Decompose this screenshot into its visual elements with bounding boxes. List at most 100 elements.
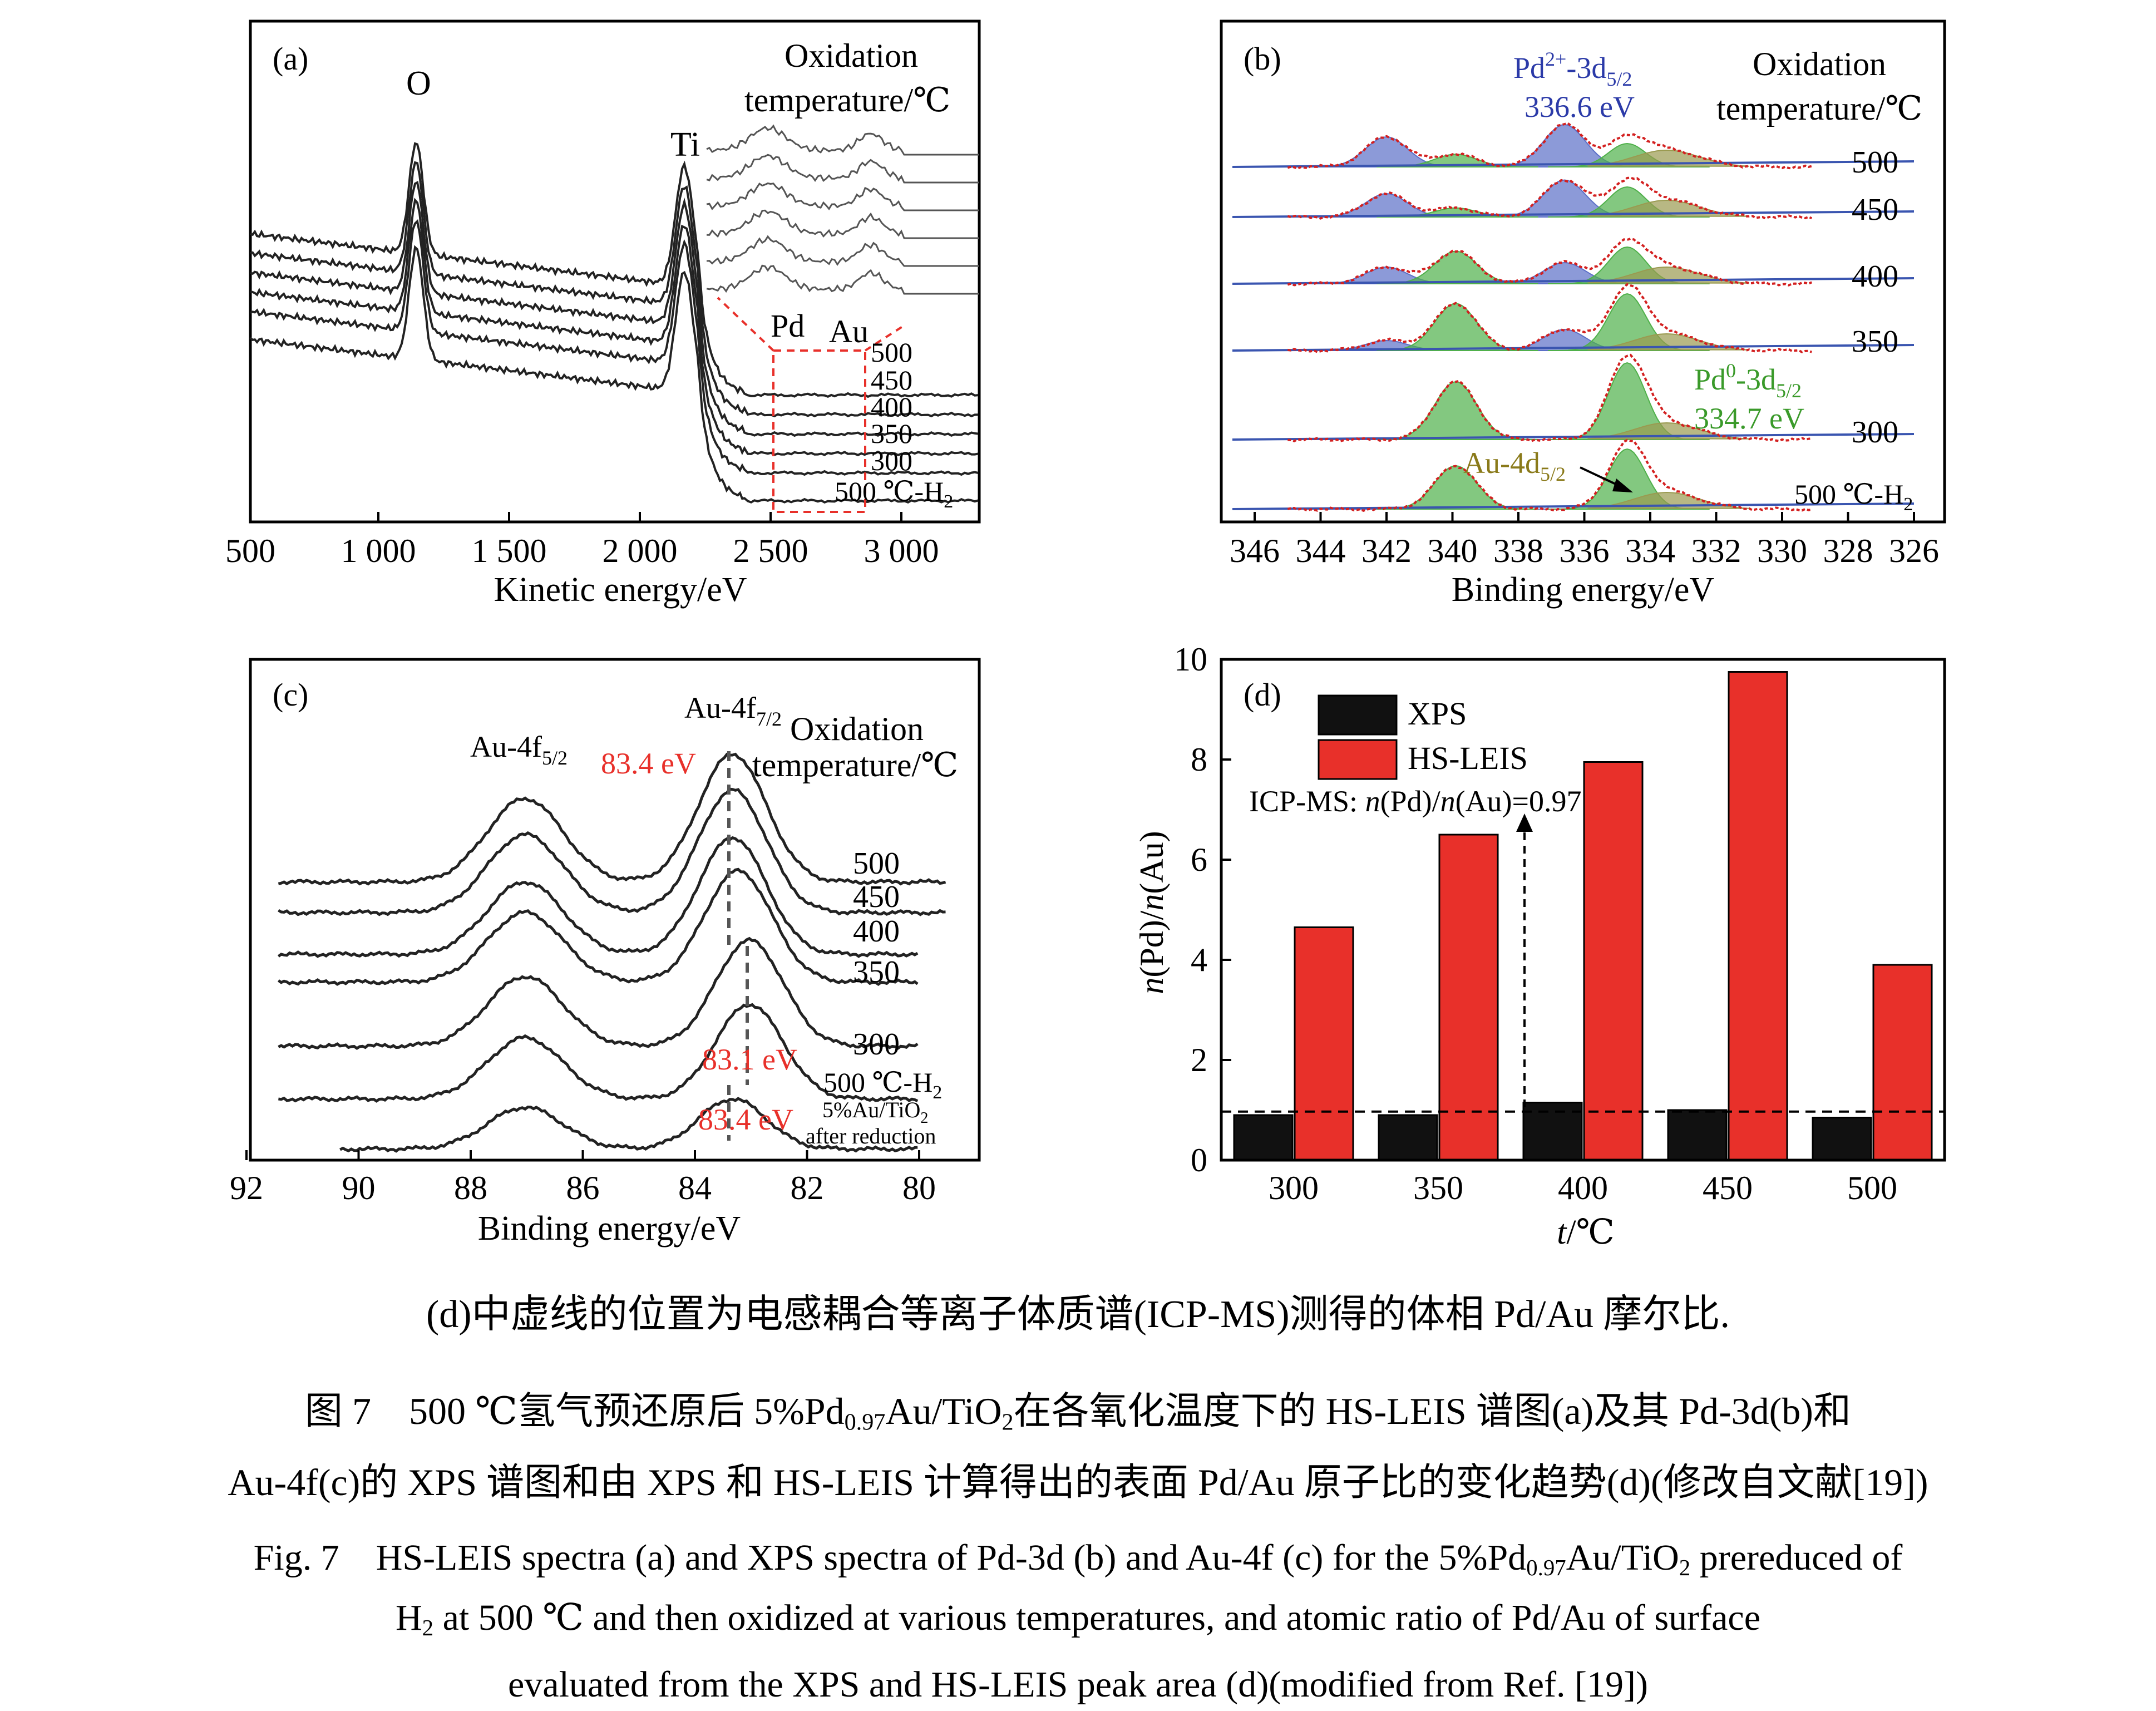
hs-leis-bar-450 bbox=[1728, 671, 1788, 1161]
panel-c-x-tick-label: 92 bbox=[230, 1170, 263, 1206]
panel-a-x-tick-label: 1 500 bbox=[472, 532, 547, 569]
panel-c-series-label: 350 bbox=[853, 955, 900, 989]
panel-b-series-label: 500 bbox=[1852, 145, 1898, 180]
panel-c-x-tick-label: 80 bbox=[902, 1170, 936, 1206]
panel-d-frame bbox=[1220, 658, 1946, 1162]
panel-a-spectrum-curve bbox=[250, 142, 979, 398]
panel-b-au4d-label: Au-4d5/2 bbox=[1463, 446, 1566, 485]
panel-c-legend-title-1: Oxidation bbox=[790, 711, 924, 747]
panel-d-x-tick-label: 500 bbox=[1847, 1170, 1897, 1206]
panel-c-x-ticks: 92 90 88 86 84 82 80 bbox=[230, 1150, 936, 1206]
panel-a-inset-pd-label: Pd bbox=[771, 308, 805, 344]
panel-d-legend-hs-label: HS-LEIS bbox=[1408, 740, 1528, 776]
panel-a-series-label: 500 bbox=[871, 337, 912, 368]
panel-b-baseline bbox=[1232, 160, 1915, 168]
panel-d-legend-xps-swatch bbox=[1318, 694, 1398, 736]
panel-b-frame bbox=[1220, 19, 1946, 524]
panel-c-au52-label: Au-4f5/2 bbox=[470, 730, 568, 769]
panel-a-leis-spectra: (a) O Ti Oxidation temperature/℃ Pd Au 5… bbox=[225, 19, 981, 609]
panel-d-y-axis-label: n(Pd)/n(Au) bbox=[1133, 831, 1170, 994]
panel-d-x-axis-label: t/℃ bbox=[1557, 1214, 1615, 1251]
panel-a-x-axis-label: Kinetic energy/eV bbox=[494, 571, 747, 609]
panel-a-inset-curve bbox=[707, 209, 979, 239]
xps-bar-500 bbox=[1812, 1117, 1872, 1161]
panel-b-pd3d-xps: (b) Pd2+-3d5/2 336.6 eV Oxidation temper… bbox=[1220, 19, 1946, 609]
panel-c-label: (c) bbox=[273, 677, 308, 713]
hs-leis-bar-350 bbox=[1438, 834, 1499, 1161]
panel-b-series-labels: 500 450 400 350 300 bbox=[1852, 145, 1898, 450]
panel-c-energy-top: 83.4 eV bbox=[601, 747, 696, 780]
panel-c-spectrum-curve bbox=[277, 836, 919, 958]
panel-c-x-tick-label: 88 bbox=[454, 1170, 487, 1206]
panel-a-x-tick-label: 500 bbox=[225, 532, 275, 569]
panel-d-y-ticks: 0 2 4 6 8 10 bbox=[1174, 641, 1231, 1179]
panel-a-series-label: 350 bbox=[871, 418, 912, 449]
panel-c-series-label: 500 bbox=[853, 846, 900, 881]
figure-note: (d)中虚线的位置为电感耦合等离子体质谱(ICP-MS)测得的体相 Pd/Au … bbox=[426, 1293, 1730, 1336]
panel-d-y-tick-label: 8 bbox=[1191, 741, 1207, 778]
panel-c-series-label: 450 bbox=[853, 880, 900, 914]
panel-a-series-h2-label: 500 ℃-H2 bbox=[835, 476, 953, 512]
panel-d-label: (d) bbox=[1244, 677, 1281, 713]
panel-d-x-tick-label: 300 bbox=[1269, 1170, 1319, 1206]
panel-b-x-tick-label: 336 bbox=[1560, 532, 1610, 569]
panel-d-x-ticks: 300 350 400 450 500 bbox=[1269, 1170, 1897, 1206]
panel-a-x-tick-label: 2 500 bbox=[733, 532, 808, 569]
xps-bar-350 bbox=[1378, 1114, 1438, 1161]
panel-a-inset-curve bbox=[706, 235, 979, 267]
panel-b-series-label: 350 bbox=[1852, 324, 1898, 359]
panel-d-y-tick-label: 4 bbox=[1191, 941, 1207, 978]
panel-b-x-tick-label: 344 bbox=[1296, 532, 1346, 569]
panel-c-x-tick-label: 86 bbox=[566, 1170, 600, 1206]
panel-d-x-tick-label: 350 bbox=[1413, 1170, 1463, 1206]
panel-c-spectrum-curve bbox=[278, 752, 946, 886]
panel-c-frame bbox=[249, 658, 981, 1162]
panel-a-spectrum-curve bbox=[250, 161, 979, 417]
panel-c-x-axis-label: Binding energy/eV bbox=[478, 1210, 741, 1247]
panel-d-legend-xps-label: XPS bbox=[1408, 696, 1467, 732]
panel-c-x-tick-label: 90 bbox=[342, 1170, 376, 1206]
figure-canvas: (a) O Ti Oxidation temperature/℃ Pd Au 5… bbox=[225, 19, 1946, 1251]
panel-b-data-curve bbox=[1287, 438, 1812, 512]
panel-d-y-tick-label: 10 bbox=[1174, 641, 1207, 678]
panel-c-energy-bot: 83.4 eV bbox=[698, 1103, 793, 1136]
panel-b-series-h2-label: 500 ℃-H2 bbox=[1794, 479, 1913, 515]
panel-a-x-tick-label: 1 000 bbox=[341, 532, 416, 569]
caption-en-line-2: H2 at 500 ℃ and then oxidized at various… bbox=[395, 1597, 1761, 1641]
panel-b-baseline bbox=[1232, 210, 1915, 218]
panel-a-spectrum-curve bbox=[250, 180, 979, 437]
panel-c-x-tick-label: 82 bbox=[791, 1170, 824, 1206]
panel-d-icp-arrowhead bbox=[1516, 813, 1533, 832]
panel-a-x-ticks: 500 1 000 1 500 2 000 2 500 3 000 bbox=[225, 512, 939, 569]
panel-a-spectrum-curve bbox=[250, 198, 979, 457]
panel-c-ref-label-1: 5%Au/TiO2 bbox=[822, 1097, 928, 1127]
panel-c-series-label: 400 bbox=[853, 914, 900, 949]
hs-leis-bar-300 bbox=[1294, 926, 1354, 1161]
panel-a-peak-ti-label: Ti bbox=[670, 126, 700, 164]
panel-c-spectrum-curve bbox=[278, 787, 946, 916]
panel-d-x-tick-label: 450 bbox=[1703, 1170, 1753, 1206]
panel-d-y-tick-label: 2 bbox=[1191, 1042, 1207, 1078]
xps-bar-450 bbox=[1667, 1109, 1728, 1161]
panel-a-inset-curve bbox=[706, 182, 979, 211]
caption-zh-line-1: 图 7 500 ℃氢气预还原后 5%Pd0.97Au/TiO2在各氧化温度下的 … bbox=[305, 1390, 1851, 1436]
panel-c-energy-mid: 83.1 eV bbox=[702, 1043, 797, 1076]
panel-c-series-h2-label: 500 ℃-H2 bbox=[823, 1067, 942, 1103]
panel-d-y-tick-label: 0 bbox=[1191, 1142, 1207, 1179]
panel-a-pd-au-region bbox=[772, 349, 866, 513]
panel-b-au4d-arrowhead bbox=[1612, 479, 1633, 492]
panel-d-x-tick-label: 400 bbox=[1558, 1170, 1608, 1206]
panel-b-pd2-energy: 336.6 eV bbox=[1525, 90, 1635, 124]
panel-a-zoom-line-right bbox=[864, 324, 905, 352]
panel-b-x-tick-label: 326 bbox=[1889, 532, 1939, 569]
panel-b-baseline bbox=[1232, 277, 1915, 285]
panel-a-x-tick-label: 3 000 bbox=[864, 532, 939, 569]
panel-b-data-curve bbox=[1287, 237, 1813, 287]
panel-c-series-label: 300 bbox=[853, 1027, 900, 1062]
panel-b-legend-title-1: Oxidation bbox=[1753, 46, 1886, 82]
panel-a-legend-title-1: Oxidation bbox=[785, 37, 918, 74]
panel-b-data-curve bbox=[1287, 122, 1812, 170]
panel-b-x-tick-label: 340 bbox=[1428, 532, 1478, 569]
panel-a-series-label: 450 bbox=[871, 364, 912, 396]
